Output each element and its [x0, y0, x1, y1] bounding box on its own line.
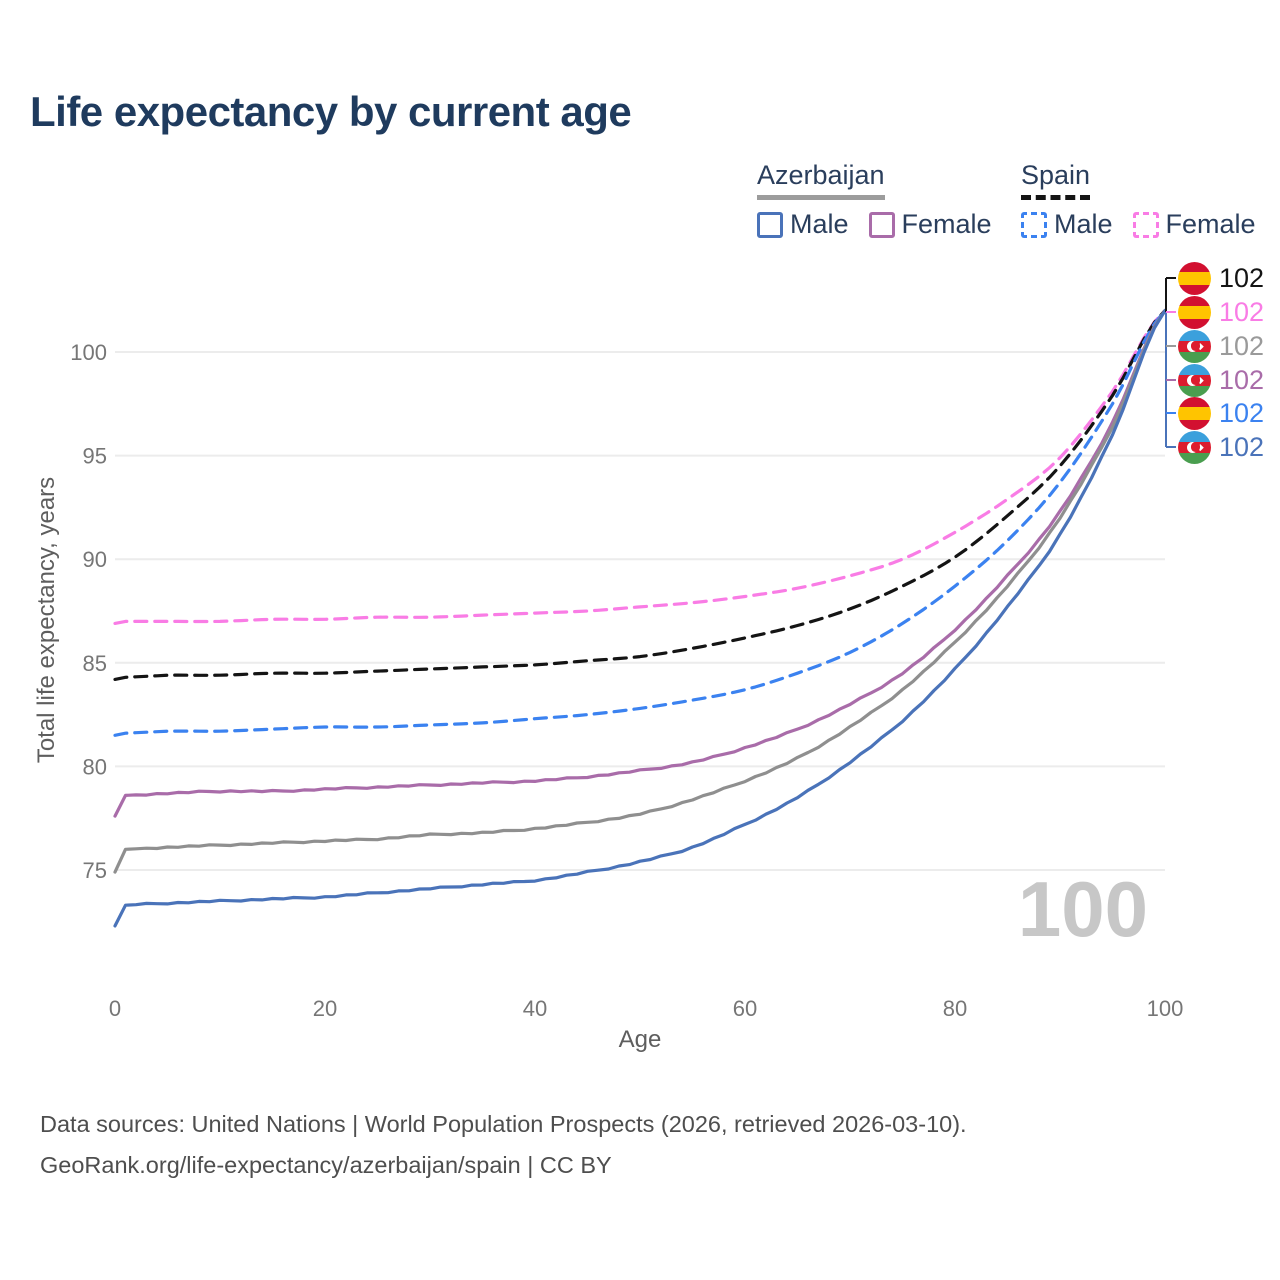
series-line-spain-male[interactable]	[113, 309, 1167, 737]
y-tick-label: 100	[70, 340, 107, 365]
end-label-value: 102	[1219, 330, 1265, 361]
spain-female-swatch-icon	[1132, 211, 1159, 238]
spain-male-swatch-icon	[1021, 211, 1047, 238]
x-tick-label: 40	[523, 996, 547, 1021]
legend-label-azerbaijan-female: Female	[901, 209, 992, 239]
x-tick-label: 0	[109, 996, 121, 1021]
legend-label-spain-female: Female	[1165, 209, 1256, 239]
spain-flag-icon	[1178, 295, 1211, 329]
series-line-azerbaijan[interactable]	[113, 309, 1167, 874]
azerbaijan-male-swatch-icon	[757, 211, 783, 238]
x-tick-label: 60	[733, 996, 757, 1021]
y-tick-label: 75	[83, 858, 107, 883]
x-tick-label: 80	[943, 996, 967, 1021]
series-line-spain[interactable]	[113, 309, 1167, 681]
end-label-row[interactable]: 102	[1178, 430, 1264, 464]
legend-label-azerbaijan-male: Male	[790, 209, 849, 239]
end-label-row[interactable]: 102	[1178, 363, 1264, 397]
spain-flag-icon	[1178, 261, 1211, 295]
source-url-text: GeoRank.org/life-expectancy/azerbaijan/s…	[40, 1152, 612, 1178]
star-icon	[1197, 342, 1204, 350]
legend-item-azerbaijan-male[interactable]: Male	[757, 209, 849, 240]
y-tick-label: 80	[83, 754, 107, 779]
spain-flag-icon	[1178, 396, 1211, 430]
azerbaijan-flag-icon	[1178, 363, 1211, 397]
y-tick-label: 95	[83, 444, 107, 469]
azerbaijan-flag-icon	[1178, 430, 1211, 464]
legend-item-spain-male[interactable]: Male	[1021, 209, 1113, 240]
legend-group-azerbaijan: Azerbaijan Male Female	[757, 160, 992, 240]
legend-item-spain-female[interactable]: Female	[1132, 209, 1256, 240]
end-label-row[interactable]: 102	[1178, 261, 1264, 295]
data-sources-text: Data sources: United Nations | World Pop…	[40, 1111, 967, 1137]
series-line-azerbaijan-male[interactable]	[113, 309, 1167, 928]
footer: Data sources: United Nations | World Pop…	[40, 1104, 967, 1186]
end-label-row[interactable]: 102	[1178, 329, 1264, 363]
end-label-row[interactable]: 102	[1178, 295, 1264, 329]
x-tick-label: 100	[1147, 996, 1184, 1021]
legend-group-spain: Spain Male Female	[1021, 160, 1256, 240]
x-tick-label: 20	[313, 996, 337, 1021]
age-watermark: 100	[1017, 865, 1148, 953]
legend-row-azerbaijan: Male Female	[757, 209, 992, 240]
end-label-value: 102	[1219, 262, 1265, 293]
legend-header-azerbaijan[interactable]: Azerbaijan	[757, 160, 885, 200]
y-axis-title: Total life expectancy, years	[33, 476, 60, 764]
series-line-spain-female[interactable]	[113, 309, 1167, 625]
end-label-row[interactable]: 102	[1178, 396, 1264, 430]
y-tick-label: 85	[83, 651, 107, 676]
series-line-azerbaijan-female[interactable]	[113, 309, 1167, 818]
azerbaijan-female-swatch-icon	[868, 211, 895, 238]
end-label-value: 102	[1219, 397, 1265, 428]
legend-item-azerbaijan-female[interactable]: Female	[868, 209, 992, 240]
y-tick-label: 90	[83, 547, 107, 572]
azerbaijan-flag-icon	[1178, 329, 1211, 363]
star-icon	[1197, 443, 1204, 451]
end-label-value: 102	[1219, 296, 1265, 327]
x-axis-title: Age	[618, 1026, 662, 1053]
legend-header-spain[interactable]: Spain	[1021, 160, 1091, 200]
legend-label-spain-male: Male	[1054, 209, 1113, 239]
end-label-value: 102	[1219, 431, 1265, 462]
star-icon	[1197, 376, 1204, 384]
page-title: Life expectancy by current age	[30, 88, 632, 135]
end-label-value: 102	[1219, 364, 1265, 395]
legend-row-spain: Male Female	[1021, 209, 1256, 240]
